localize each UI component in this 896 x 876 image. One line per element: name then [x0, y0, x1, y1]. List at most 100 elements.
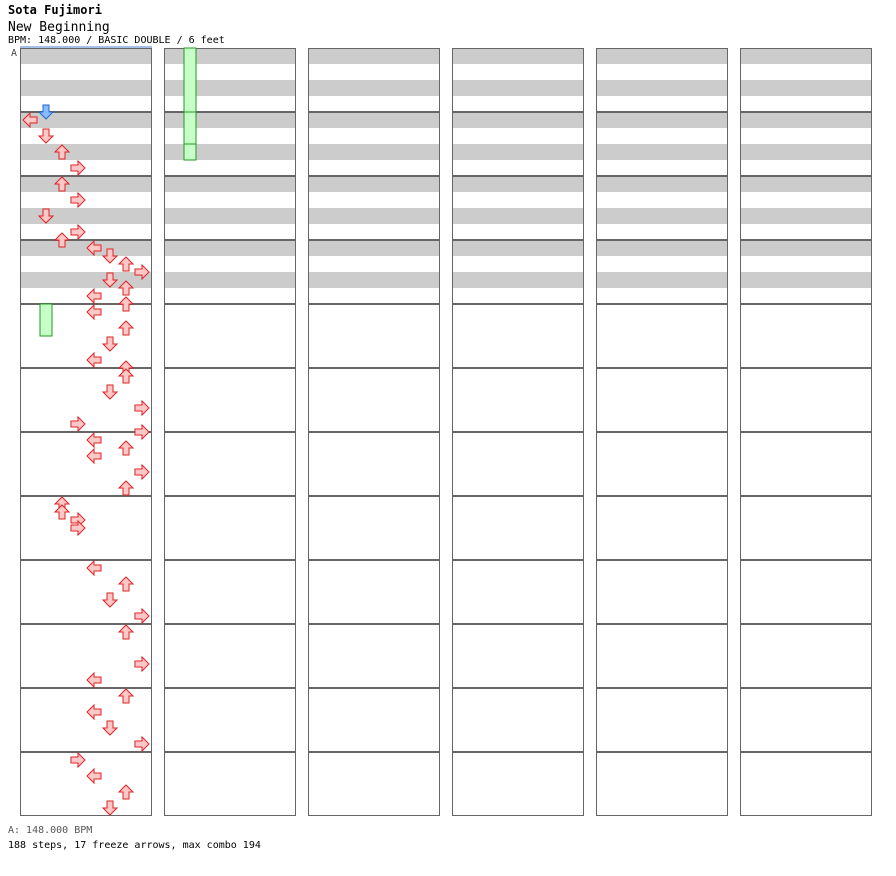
stripe: [452, 96, 584, 112]
stripe: [452, 256, 584, 272]
arrow-left: [22, 111, 38, 129]
arrow-down: [101, 336, 119, 352]
stripe: [452, 160, 584, 176]
measure-frame: [308, 240, 440, 304]
arrow-right: [134, 655, 150, 673]
measure-frame: [596, 176, 728, 240]
stripe: [20, 64, 152, 80]
measure-frame: [452, 240, 584, 304]
stripe: [164, 192, 296, 208]
measure-frame: [20, 304, 152, 368]
stripe: [308, 80, 440, 96]
arrow-down: [101, 248, 119, 264]
arrow-right: [134, 735, 150, 753]
stripe: [740, 224, 872, 240]
arrow-up: [117, 784, 135, 800]
measure-frame: [740, 432, 872, 496]
stripe: [308, 256, 440, 272]
measure-frame: [596, 624, 728, 688]
measure-frame: [308, 368, 440, 432]
measure-frame: [596, 496, 728, 560]
stripe: [740, 64, 872, 80]
arrow-down: [101, 720, 119, 736]
arrow-right: [70, 159, 86, 177]
arrow-left: [86, 703, 102, 721]
measure-frame: [596, 48, 728, 112]
measure-frame: [20, 624, 152, 688]
arrow-left: [86, 559, 102, 577]
arrow-right: [70, 511, 86, 529]
stripe: [164, 224, 296, 240]
measure-frame: [308, 48, 440, 112]
measure-frame: [596, 368, 728, 432]
measure-frame: [308, 560, 440, 624]
measure-frame: [20, 112, 152, 176]
arrow-left: [86, 351, 102, 369]
arrow-up: [117, 440, 135, 456]
stripe: [740, 240, 872, 256]
stripe: [452, 144, 584, 160]
stripe: [20, 288, 152, 304]
measure-frame: [452, 496, 584, 560]
arrow-up: [117, 368, 135, 384]
measure-frame: [308, 752, 440, 816]
arrow-right: [134, 423, 150, 441]
stripe: [596, 176, 728, 192]
stripe: [308, 48, 440, 64]
arrow-up: [117, 256, 135, 272]
measure-frame: [164, 688, 296, 752]
arrow-right: [70, 191, 86, 209]
stripe: [452, 128, 584, 144]
stripe: [164, 96, 296, 112]
stripe: [308, 240, 440, 256]
measure-frame: [164, 496, 296, 560]
stripe: [596, 192, 728, 208]
stripe: [452, 64, 584, 80]
measure-frame: [452, 688, 584, 752]
arrow-up: [53, 232, 71, 248]
stripe: [164, 64, 296, 80]
arrow-down: [37, 128, 55, 144]
stripe: [164, 48, 296, 64]
measure-frame: [308, 496, 440, 560]
stripe: [20, 272, 152, 288]
measure-frame: [20, 752, 152, 816]
stripe: [596, 96, 728, 112]
arrow-left: [86, 447, 102, 465]
stripe: [308, 176, 440, 192]
measure-frame: [308, 304, 440, 368]
measure-frame: [740, 304, 872, 368]
arrow-up: [53, 144, 71, 160]
stripe: [452, 288, 584, 304]
stripe: [452, 208, 584, 224]
measure-frame: [308, 688, 440, 752]
arrow-left: [86, 303, 102, 321]
stripe: [596, 224, 728, 240]
measure-frame: [20, 240, 152, 304]
stripe: [740, 144, 872, 160]
measure-frame: [740, 368, 872, 432]
stripe: [740, 192, 872, 208]
stripe: [308, 160, 440, 176]
arrow-down: [37, 104, 55, 120]
arrow-down: [101, 800, 119, 816]
arrow-left: [86, 767, 102, 785]
stripe: [596, 48, 728, 64]
stripe: [452, 240, 584, 256]
measure-frame: [308, 112, 440, 176]
freeze-body: [183, 111, 197, 145]
stripe: [308, 224, 440, 240]
stripe: [740, 48, 872, 64]
stripe: [20, 192, 152, 208]
stripe: [20, 128, 152, 144]
arrow-right: [134, 607, 150, 625]
measure-frame: [164, 432, 296, 496]
stripe: [596, 112, 728, 128]
chart-info: BPM: 148.000 / BASIC DOUBLE / 6 feet: [8, 35, 225, 46]
arrow-right: [70, 415, 86, 433]
measure-frame: [452, 432, 584, 496]
stripe: [20, 224, 152, 240]
measure-frame: [20, 48, 152, 112]
stripe: [596, 208, 728, 224]
measure-frame: [452, 624, 584, 688]
